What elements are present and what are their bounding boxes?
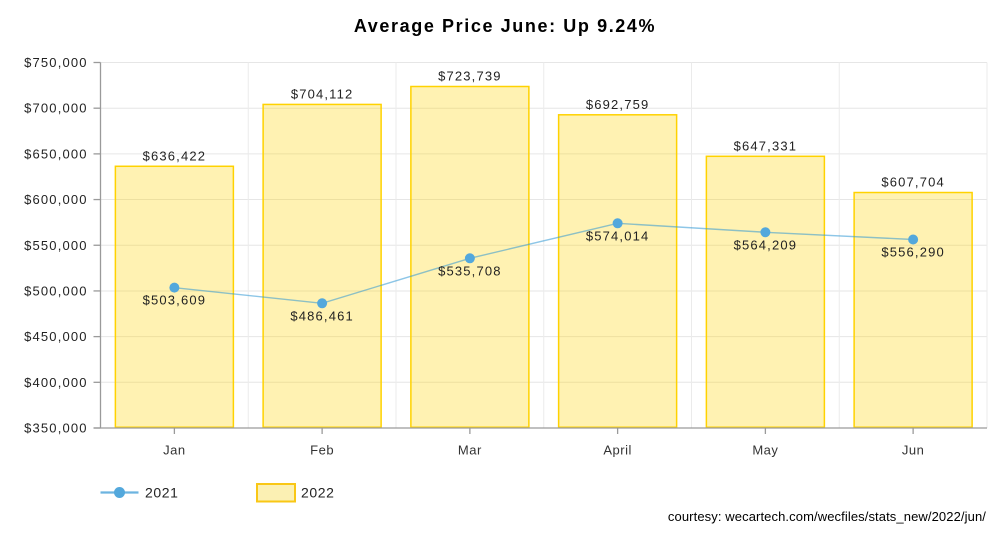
svg-text:$500,000: $500,000: [24, 283, 87, 298]
svg-text:$650,000: $650,000: [24, 146, 87, 161]
svg-text:$750,000: $750,000: [24, 55, 87, 70]
svg-text:$700,000: $700,000: [24, 101, 87, 116]
svg-text:$564,209: $564,209: [734, 237, 797, 252]
svg-text:2021: 2021: [145, 485, 179, 501]
svg-text:Feb: Feb: [310, 443, 334, 458]
svg-text:$600,000: $600,000: [24, 192, 87, 207]
svg-text:2022: 2022: [301, 485, 335, 501]
svg-text:Average Price June: Up 9.24%: Average Price June: Up 9.24%: [354, 16, 656, 36]
svg-text:$647,331: $647,331: [734, 138, 797, 153]
svg-text:$704,112: $704,112: [291, 86, 353, 101]
svg-text:$450,000: $450,000: [24, 329, 87, 344]
svg-text:$486,461: $486,461: [290, 308, 353, 323]
svg-text:$556,290: $556,290: [881, 245, 944, 260]
svg-text:Mar: Mar: [458, 443, 482, 458]
svg-text:$503,609: $503,609: [143, 293, 206, 308]
svg-text:$723,739: $723,739: [438, 69, 501, 84]
svg-text:$607,704: $607,704: [881, 175, 944, 190]
svg-text:$350,000: $350,000: [24, 421, 87, 436]
svg-text:$550,000: $550,000: [24, 238, 87, 253]
svg-text:courtesy: wecartech.com/wecfil: courtesy: wecartech.com/wecfiles/stats_n…: [668, 509, 986, 524]
svg-text:$574,014: $574,014: [586, 228, 649, 243]
svg-text:$692,759: $692,759: [586, 97, 649, 112]
svg-text:May: May: [752, 443, 778, 458]
svg-text:$400,000: $400,000: [24, 375, 87, 390]
svg-text:Jun: Jun: [902, 443, 924, 458]
svg-text:$535,708: $535,708: [438, 263, 501, 278]
svg-text:Jan: Jan: [163, 443, 185, 458]
svg-text:$636,422: $636,422: [143, 148, 206, 163]
svg-text:April: April: [603, 443, 632, 458]
